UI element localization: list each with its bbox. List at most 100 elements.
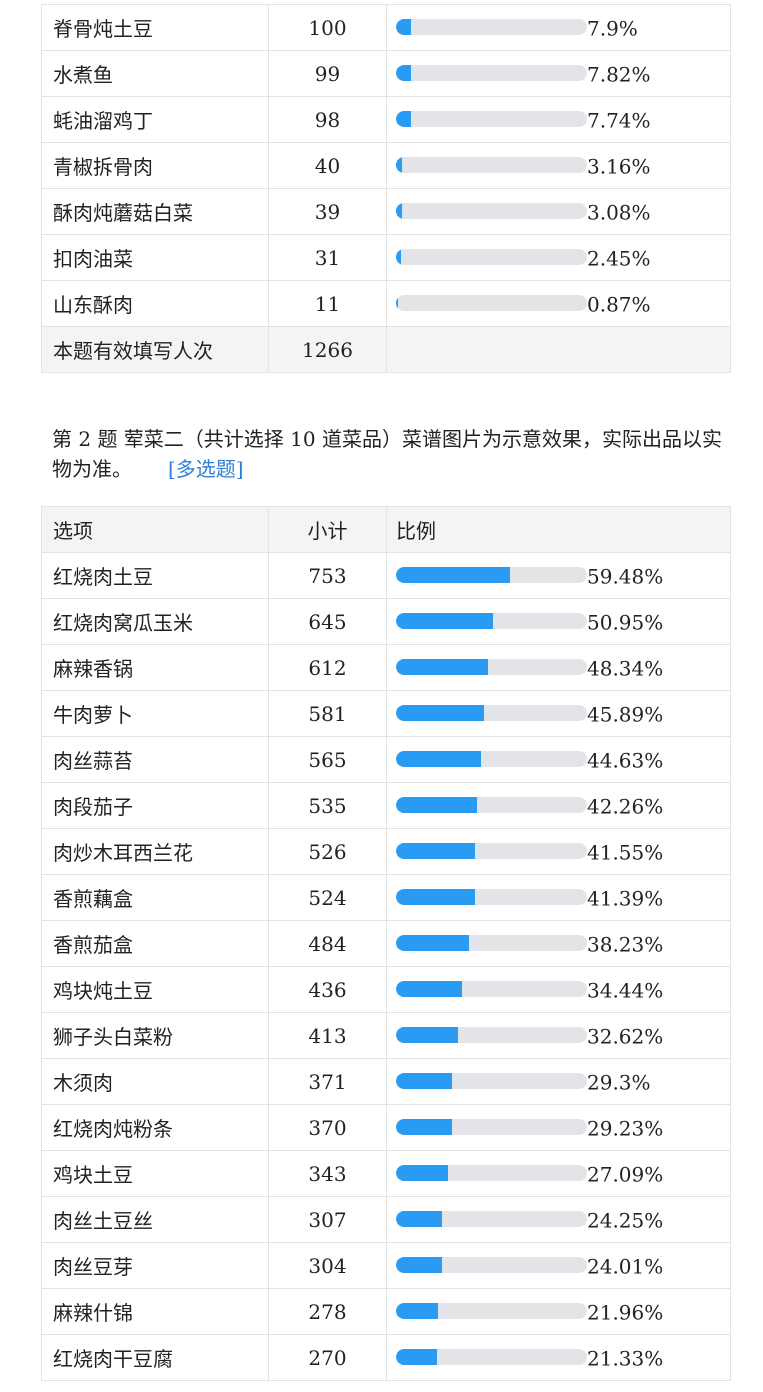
progress-bar-fill (396, 1119, 452, 1136)
progress-bar (396, 19, 587, 36)
table-row: 肉丝土豆丝 307 24.25% (41, 1196, 731, 1243)
question-type-link[interactable]: [多选题] (168, 457, 244, 481)
count-cell: 307 (268, 1196, 387, 1243)
ratio-cell: 29.3% (386, 1058, 731, 1105)
table-row: 香煎藕盒 524 41.39% (41, 874, 731, 921)
progress-bar-fill (396, 203, 402, 220)
option-cell: 肉丝土豆丝 (41, 1196, 269, 1243)
table-row: 水煮鱼 99 7.82% (41, 50, 731, 97)
percent-text: 3.16% (587, 154, 651, 179)
table-row: 酥肉炖蘑菇白菜 39 3.08% (41, 188, 731, 235)
option-cell: 狮子头白菜粉 (41, 1012, 269, 1059)
ratio-cell: 59.48% (386, 552, 731, 599)
progress-bar (396, 157, 587, 174)
percent-text: 45.89% (587, 702, 664, 727)
ratio-cell: 42.26% (386, 782, 731, 829)
count-cell: 526 (268, 828, 387, 875)
progress-bar (396, 889, 587, 906)
count-cell: 11 (268, 280, 387, 327)
results-table-body: 红烧肉土豆 753 59.48% 红烧肉窝瓜玉米 645 50.95% 麻辣香锅 612 48.… (41, 552, 731, 1381)
progress-bar-fill (396, 1349, 437, 1366)
progress-bar (396, 935, 587, 952)
ratio-cell: 0.87% (386, 280, 731, 327)
progress-bar-fill (396, 19, 412, 36)
progress-bar (396, 843, 587, 860)
table-header-row: 选项 小计 比例 (41, 506, 731, 553)
ratio-cell: 44.63% (386, 736, 731, 783)
progress-bar-fill (396, 659, 489, 676)
option-cell: 酥肉炖蘑菇白菜 (41, 188, 269, 235)
count-cell: 39 (268, 188, 387, 235)
ratio-cell: 7.9% (386, 4, 731, 51)
count-cell: 270 (268, 1334, 387, 1381)
ratio-cell: 7.82% (386, 50, 731, 97)
footer-value: 1266 (268, 326, 387, 373)
table-footer-row: 本题有效填写人次 1266 (41, 326, 731, 373)
table-row: 鸡块炖土豆 436 34.44% (41, 966, 731, 1013)
progress-bar (396, 751, 587, 768)
table-row: 木须肉 371 29.3% (41, 1058, 731, 1105)
count-cell: 645 (268, 598, 387, 645)
progress-bar (396, 1073, 587, 1090)
progress-bar-fill (396, 1303, 438, 1320)
table-row: 肉丝蒜苔 565 44.63% (41, 736, 731, 783)
progress-bar (396, 295, 587, 312)
ratio-cell: 3.08% (386, 188, 731, 235)
ratio-cell: 48.34% (386, 644, 731, 691)
question-2-text: 第 2 题 荤菜二（共计选择 10 道菜品）菜谱图片为示意效果，实际出品以实物为… (52, 427, 722, 481)
option-cell: 肉丝蒜苔 (41, 736, 269, 783)
percent-text: 7.74% (587, 108, 651, 133)
percent-text: 7.82% (587, 62, 651, 87)
percent-text: 50.95% (587, 610, 664, 635)
table-row: 麻辣香锅 612 48.34% (41, 644, 731, 691)
progress-bar (396, 981, 587, 998)
percent-text: 41.55% (587, 840, 664, 865)
option-cell: 香煎茄盒 (41, 920, 269, 967)
count-cell: 278 (268, 1288, 387, 1335)
progress-bar-fill (396, 981, 462, 998)
percent-text: 0.87% (587, 292, 651, 317)
table-row: 牛肉萝卜 581 45.89% (41, 690, 731, 737)
table-row: 红烧肉炖粉条 370 29.23% (41, 1104, 731, 1151)
table-row: 麻辣什锦 278 21.96% (41, 1288, 731, 1335)
option-cell: 蚝油溜鸡丁 (41, 96, 269, 143)
progress-bar-fill (396, 705, 484, 722)
progress-bar (396, 65, 587, 82)
table-row: 山东酥肉 11 0.87% (41, 280, 731, 327)
percent-text: 38.23% (587, 932, 664, 957)
progress-bar (396, 1165, 587, 1182)
count-cell: 436 (268, 966, 387, 1013)
progress-bar (396, 1257, 587, 1274)
percent-text: 41.39% (587, 886, 664, 911)
progress-bar-fill (396, 249, 401, 266)
progress-bar (396, 1211, 587, 1228)
progress-bar-fill (396, 1027, 459, 1044)
count-cell: 370 (268, 1104, 387, 1151)
count-cell: 484 (268, 920, 387, 967)
progress-bar (396, 111, 587, 128)
count-cell: 753 (268, 552, 387, 599)
count-cell: 565 (268, 736, 387, 783)
footer-label: 本题有效填写人次 (41, 326, 269, 373)
percent-text: 29.23% (587, 1116, 664, 1141)
option-cell: 肉段茄子 (41, 782, 269, 829)
table-row: 狮子头白菜粉 413 32.62% (41, 1012, 731, 1059)
table-row: 香煎茄盒 484 38.23% (41, 920, 731, 967)
progress-bar (396, 1119, 587, 1136)
option-cell: 麻辣香锅 (41, 644, 269, 691)
results-table-body: 脊骨炖土豆 100 7.9% 水煮鱼 99 7.82% 蚝油溜鸡丁 98 7.74% 青椒拆骨肉 4… (41, 4, 731, 373)
percent-text: 48.34% (587, 656, 664, 681)
ratio-cell: 2.45% (386, 234, 731, 281)
header-count: 小计 (268, 506, 387, 553)
ratio-cell: 41.39% (386, 874, 731, 921)
progress-bar-fill (396, 567, 510, 584)
header-option: 选项 (41, 506, 269, 553)
count-cell: 371 (268, 1058, 387, 1105)
progress-bar (396, 659, 587, 676)
progress-bar (396, 1027, 587, 1044)
ratio-cell: 41.55% (386, 828, 731, 875)
percent-text: 24.25% (587, 1208, 664, 1233)
count-cell: 99 (268, 50, 387, 97)
progress-bar-fill (396, 1073, 452, 1090)
count-cell: 40 (268, 142, 387, 189)
